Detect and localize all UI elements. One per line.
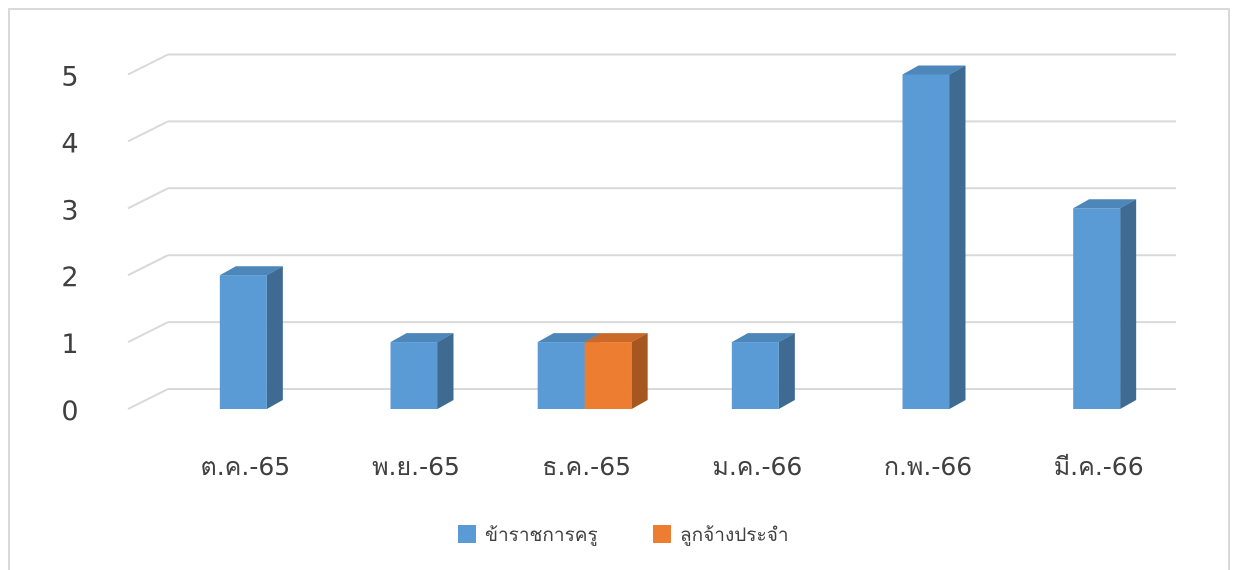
legend: ข้าราชการครู ลูกจ้างประจำ: [458, 524, 789, 546]
bar: [219, 266, 283, 409]
bar-side: [949, 65, 966, 409]
bar-side: [778, 333, 795, 409]
legend-swatch: [653, 525, 671, 543]
bar: [902, 65, 966, 409]
bar-front: [390, 342, 438, 409]
gridline-diagonal: [127, 53, 169, 76]
y-axis-ticks: 0 1 2 3 4 5: [61, 62, 78, 428]
legend-label: ลูกจ้างประจำ: [680, 524, 789, 546]
gridlines: [127, 53, 1176, 410]
bar-top: [390, 333, 454, 343]
bar-top: [584, 333, 648, 343]
bar-front: [537, 342, 585, 409]
gridline-diagonal: [127, 254, 169, 277]
gridline-diagonal: [127, 187, 169, 210]
legend-item: ลูกจ้างประจำ: [653, 524, 789, 546]
bar-top: [1073, 199, 1137, 209]
bar-front: [219, 275, 267, 409]
bar-front: [584, 342, 632, 409]
bar-front: [731, 342, 779, 409]
x-tick-label: ก.พ.-66: [884, 452, 972, 481]
x-tick-label: พ.ย.-65: [372, 452, 460, 481]
chart-frame: [8, 8, 1230, 570]
bar-top: [219, 266, 283, 276]
x-tick-label: ต.ค.-65: [200, 452, 290, 481]
bar-top: [731, 333, 795, 343]
bar: [731, 333, 795, 409]
x-tick-label: ธ.ค.-65: [542, 452, 631, 481]
y-tick-label: 5: [61, 62, 78, 93]
bar: [1073, 199, 1137, 409]
x-tick-label: ม.ค.-66: [712, 452, 802, 481]
bar-top: [537, 333, 601, 343]
legend-swatch: [458, 525, 476, 543]
bar-side: [631, 333, 648, 409]
y-tick-label: 2: [61, 262, 78, 293]
bar: [584, 333, 648, 409]
bar-side: [266, 266, 283, 409]
bar-top: [902, 65, 966, 75]
y-tick-label: 4: [61, 128, 78, 159]
bar-side: [437, 333, 454, 409]
bar-front: [1073, 208, 1121, 409]
legend-item: ข้าราชการครู: [458, 524, 598, 546]
bars: [219, 65, 1137, 409]
legend-label: ข้าราชการครู: [485, 524, 598, 546]
bar: [390, 333, 454, 409]
gridline-diagonal: [127, 321, 169, 343]
x-tick-label: มี.ค.-66: [1054, 452, 1144, 481]
gridline-diagonal: [127, 388, 169, 410]
y-tick-label: 1: [61, 329, 78, 360]
y-tick-label: 3: [61, 195, 78, 226]
x-axis-labels: ต.ค.-65 พ.ย.-65 ธ.ค.-65 ม.ค.-66 ก.พ.-66 มี.ค.…: [200, 452, 1143, 481]
y-tick-label: 0: [61, 396, 78, 427]
bar-front: [902, 74, 950, 409]
gridline-diagonal: [127, 120, 169, 143]
bar-side: [1120, 199, 1137, 409]
